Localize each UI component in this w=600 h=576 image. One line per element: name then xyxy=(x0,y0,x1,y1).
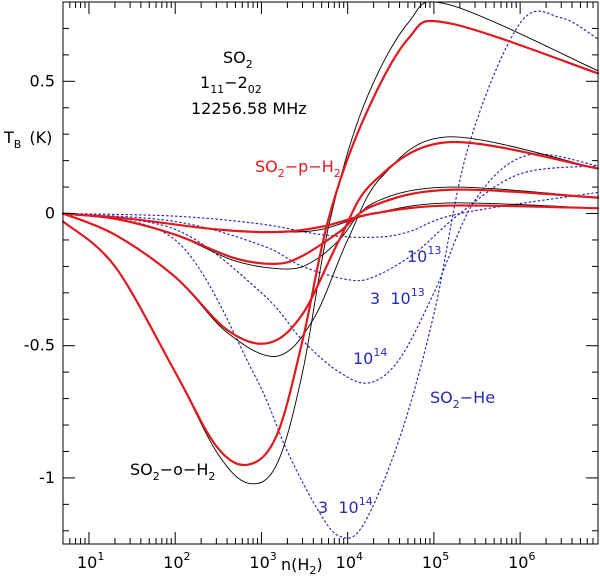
x-axis-label: n(H2) xyxy=(281,555,323,576)
label-col-1e14: 1014 xyxy=(353,346,387,368)
y-tick-label: -1 xyxy=(39,468,55,487)
curves-layer xyxy=(61,1,600,539)
x-tick-label: 103 xyxy=(249,550,276,572)
svg-text:n(H2): n(H2) xyxy=(281,555,323,576)
series-line-ph2-2 xyxy=(61,188,600,265)
svg-text:SO2−o−H2: SO2−o−H2 xyxy=(130,460,215,483)
x-tick-label: 105 xyxy=(422,550,449,572)
title-transition: 111−202 xyxy=(200,73,262,96)
x-axis-label-close: ) xyxy=(316,555,322,574)
svg-text:SO2−p−H2: SO2−p−H2 xyxy=(255,157,341,180)
y-tick-label: -0.5 xyxy=(24,336,55,355)
x-axis-label-sub: 2 xyxy=(309,564,316,576)
y-axis-label-main: T xyxy=(3,128,14,147)
series-line-ph2-1 xyxy=(61,204,600,234)
svg-text:1014: 1014 xyxy=(353,346,387,368)
svg-text:SO2−He: SO2−He xyxy=(430,388,495,411)
series-line-oh2-4 xyxy=(62,1,599,485)
series-line-ph2-4 xyxy=(61,19,600,467)
title-molecule: SO2 xyxy=(223,48,253,71)
svg-text:3 1013: 3 1013 xyxy=(370,286,425,308)
label-col-3e14: 3 1014 xyxy=(318,495,373,517)
title-block: SO2 111−202 12256.58 MHz xyxy=(191,48,307,118)
y-tick-label: 0.5 xyxy=(30,71,55,90)
series-line-he-4 xyxy=(62,10,599,539)
y-axis-ticks: 0.5 0 -0.5 -1 xyxy=(24,27,598,532)
series-line-ph2-3 xyxy=(61,140,600,345)
y-axis-label-sub: B xyxy=(14,138,22,151)
x-axis-label-main: n(H xyxy=(281,555,309,574)
legend-o-h2: SO2−o−H2 xyxy=(130,460,215,483)
series-line-he-2 xyxy=(62,165,599,282)
x-tick-label: 102 xyxy=(163,550,190,572)
legend-p-h2: SO2−p−H2 xyxy=(255,157,341,180)
y-axis-label-unit: (K) xyxy=(29,128,52,147)
svg-text:1013: 1013 xyxy=(407,244,441,266)
svg-text:3 1014: 3 1014 xyxy=(318,495,373,517)
svg-text:TB(K): TB (K) xyxy=(3,128,52,151)
series-line-he-1 xyxy=(62,191,599,239)
x-tick-label: 106 xyxy=(508,550,535,572)
label-col-1e13: 1013 xyxy=(407,244,441,266)
x-axis-ticks: 101 102 103 104 105 106 xyxy=(62,2,599,572)
x-tick-label: 104 xyxy=(336,550,363,572)
label-col-3e13: 3 1013 xyxy=(370,286,425,308)
y-tick-label: 0 xyxy=(45,204,55,223)
plot-frame xyxy=(62,1,599,545)
title-frequency: 12256.58 MHz xyxy=(191,99,307,118)
series-line-he-3 xyxy=(62,153,599,384)
legend-he: SO2−He xyxy=(430,388,495,411)
y-axis-label: TB (K) xyxy=(3,128,52,151)
x-tick-label: 101 xyxy=(77,550,104,572)
